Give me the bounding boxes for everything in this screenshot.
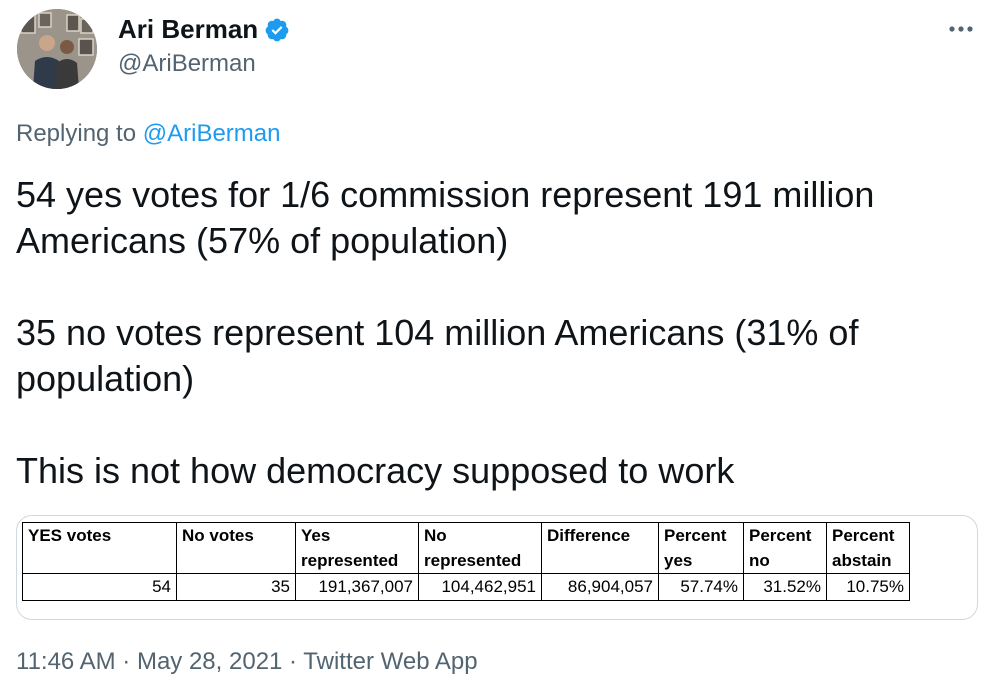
table-cell: 10.75% (826, 573, 910, 601)
author-name[interactable]: Ari Berman (118, 14, 290, 45)
avatar-image (17, 9, 97, 89)
table-header-cell: Difference (541, 522, 659, 574)
table-header-cell: Percent yes (658, 522, 744, 574)
tweet-paragraph: 54 yes votes for 1/6 commission represen… (16, 174, 875, 261)
reply-mention-link[interactable]: @AriBerman (142, 120, 281, 147)
table-header-cell: Percent no (743, 522, 827, 574)
replying-to-label: Replying to (16, 120, 143, 147)
table-cell: 86,904,057 (541, 573, 659, 601)
table-header-cell: Yes represented (295, 522, 419, 574)
avatar[interactable] (17, 9, 97, 89)
tweet-paragraph: 35 no votes represent 104 million Americ… (16, 312, 859, 399)
tweet-date[interactable]: May 28, 2021 (136, 648, 283, 675)
table-header-cell: YES votes (22, 522, 177, 574)
table-header-cell: Percent abstain (826, 522, 910, 574)
table-cell: 35 (176, 573, 296, 601)
table-cell: 191,367,007 (295, 573, 419, 601)
tweet-source-link[interactable]: Twitter Web App (303, 648, 478, 675)
tweet-text: 54 yes votes for 1/6 commission represen… (16, 172, 991, 494)
table-cell: 54 (22, 573, 177, 601)
tweet-timestamp: 11:46 AM · May 28, 2021 · Twitter Web Ap… (16, 648, 478, 675)
author-name-text[interactable]: Ari Berman (118, 14, 259, 44)
tweet-media-image[interactable]: YES votes No votes Yes represented No repr… (16, 515, 978, 620)
tweet-paragraph: This is not how democracy supposed to wo… (16, 450, 735, 491)
table-cell: 104,462,951 (418, 573, 542, 601)
more-dots-icon (949, 26, 973, 32)
more-options-button[interactable] (946, 14, 976, 44)
table-header-row: YES votes No votes Yes represented No repr… (22, 522, 910, 574)
table-cell: 31.52% (743, 573, 827, 601)
author-handle[interactable]: @AriBerman (118, 50, 256, 77)
table-header-cell: No votes (176, 522, 296, 574)
table-header-cell: No represented (418, 522, 542, 574)
verified-badge-icon (265, 18, 289, 41)
votes-table: YES votes No votes Yes represented No repr… (22, 522, 910, 601)
table-row: 54 35 191,367,007 104,462,951 86,904,057… (22, 573, 910, 601)
replying-to: Replying to @AriBerman (16, 120, 280, 148)
table-cell: 57.74% (658, 573, 744, 601)
tweet-time[interactable]: 11:46 AM (16, 648, 116, 675)
